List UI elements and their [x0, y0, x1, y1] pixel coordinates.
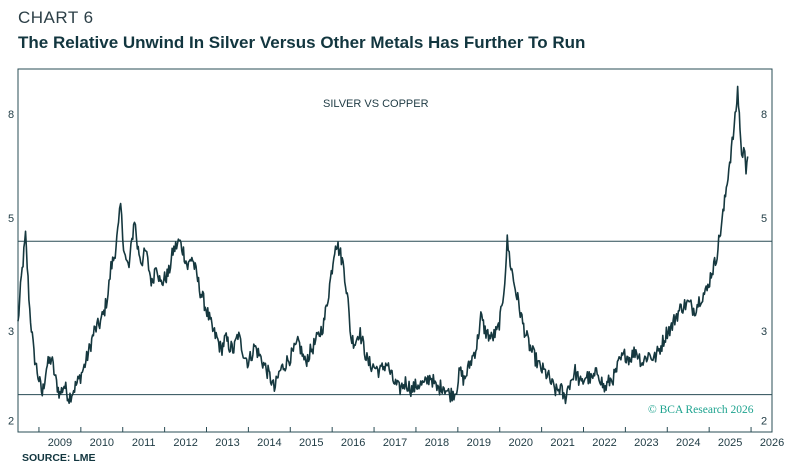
series-line-silver-vs-copper [17, 85, 749, 405]
x-tick-label-2021: 2021 [550, 437, 574, 449]
chart-number: CHART 6 [18, 8, 94, 27]
x-tick-label-2010: 2010 [90, 437, 114, 449]
y-tick-left-8: 8 [8, 109, 14, 121]
x-tick-label-2019: 2019 [467, 437, 491, 449]
y-tick-left-3: 3 [8, 326, 14, 338]
x-tick-label-2016: 2016 [341, 437, 365, 449]
chart-title: The Relative Unwind In Silver Versus Oth… [18, 33, 586, 52]
x-tick-label-2009: 2009 [48, 437, 72, 449]
copyright-note: © BCA Research 2026 [648, 404, 754, 416]
x-tick-label-2024: 2024 [676, 437, 700, 449]
y-tick-left-2: 2 [8, 416, 14, 428]
plot-frame [17, 68, 773, 433]
x-tick-label-2013: 2013 [215, 437, 239, 449]
x-tick-label-2018: 2018 [425, 437, 449, 449]
x-tick-label-2017: 2017 [383, 437, 407, 449]
x-tick-label-2023: 2023 [634, 437, 658, 449]
y-tick-right-3: 3 [761, 326, 767, 338]
x-tick-label-2025: 2025 [718, 437, 742, 449]
x-tick-label-2020: 2020 [508, 437, 532, 449]
x-tick-label-2026: 2026 [760, 437, 784, 449]
source-note: SOURCE: LME [22, 452, 96, 464]
y-tick-left-5: 5 [8, 213, 14, 225]
y-tick-right-8: 8 [761, 109, 767, 121]
x-tick-label-2012: 2012 [173, 437, 197, 449]
x-tick-label-2011: 2011 [132, 437, 156, 449]
series-annotation: SILVER VS COPPER [323, 98, 429, 110]
y-tick-right-2: 2 [761, 416, 767, 428]
x-tick-label-2022: 2022 [592, 437, 616, 449]
x-tick-label-2014: 2014 [257, 437, 281, 449]
x-tick-label-2015: 2015 [299, 437, 323, 449]
y-tick-right-5: 5 [761, 213, 767, 225]
